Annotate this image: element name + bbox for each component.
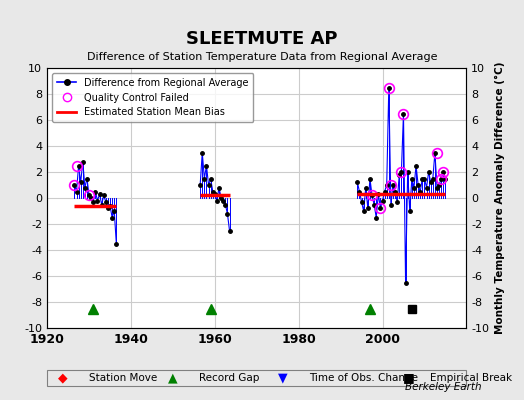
Y-axis label: Monthly Temperature Anomaly Difference (°C): Monthly Temperature Anomaly Difference (… [495,62,505,334]
Text: Difference of Station Temperature Data from Regional Average: Difference of Station Temperature Data f… [87,52,437,62]
Text: Berkeley Earth: Berkeley Earth [406,382,482,392]
Legend: Difference from Regional Average, Quality Control Failed, Estimated Station Mean: Difference from Regional Average, Qualit… [52,73,254,122]
Text: ◆: ◆ [58,372,68,384]
Text: Station Move: Station Move [89,373,157,383]
Text: ■: ■ [403,372,414,384]
Text: Time of Obs. Change: Time of Obs. Change [309,373,418,383]
Text: ▼: ▼ [278,372,288,384]
Text: ▲: ▲ [168,372,178,384]
Text: Empirical Break: Empirical Break [430,373,512,383]
Text: Record Gap: Record Gap [199,373,259,383]
Text: SLEETMUTE AP: SLEETMUTE AP [186,30,338,48]
